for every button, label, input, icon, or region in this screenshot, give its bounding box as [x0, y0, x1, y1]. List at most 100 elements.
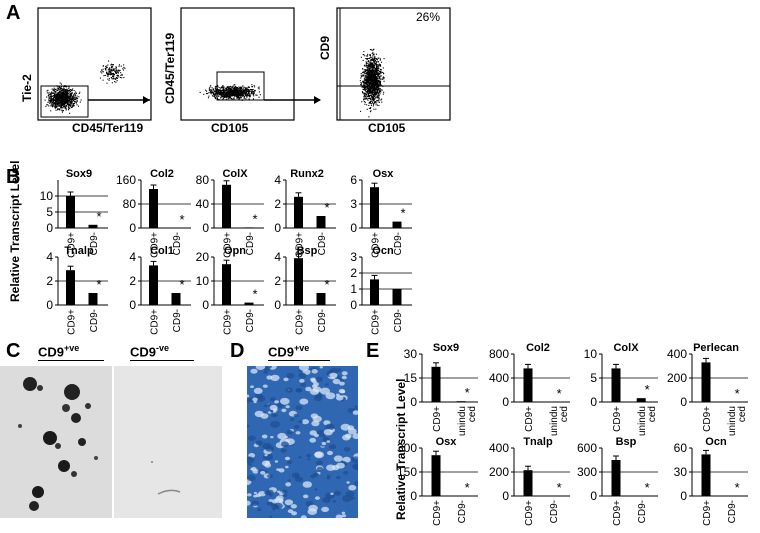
event-dot: [379, 82, 381, 84]
event-dot: [62, 100, 64, 102]
cell-lacuna: [247, 475, 256, 482]
event-dot: [374, 59, 376, 61]
event-dot: [381, 89, 383, 91]
event-dot: [367, 65, 369, 67]
event-dot: [66, 94, 68, 96]
y-tick-label: 400: [489, 441, 509, 455]
significance-star: *: [465, 480, 470, 495]
event-dot: [65, 106, 67, 108]
cell-lacuna: [346, 481, 350, 484]
y-tick-label: 5: [590, 371, 597, 385]
event-dot: [62, 100, 64, 102]
cell-lacuna: [321, 506, 329, 513]
event-dot: [79, 101, 81, 103]
event-dot: [240, 89, 242, 91]
event-dot: [375, 74, 377, 76]
event-dot: [79, 91, 81, 93]
event-dot: [70, 92, 72, 94]
event-dot: [370, 104, 372, 106]
event-dot: [60, 102, 62, 104]
bar-cd9-pos: [523, 368, 533, 402]
event-dot: [255, 94, 257, 96]
cell-lacuna: [341, 511, 346, 515]
event-dot: [119, 76, 121, 78]
event-dot: [371, 97, 373, 99]
event-dot: [376, 64, 378, 66]
event-dot: [214, 90, 216, 92]
event-dot: [377, 74, 379, 76]
event-dot: [78, 96, 80, 98]
event-dot: [115, 68, 117, 70]
event-dot: [67, 98, 69, 100]
event-dot: [68, 87, 70, 89]
event-dot: [51, 88, 53, 90]
event-dot: [113, 78, 115, 80]
event-dot: [379, 83, 381, 85]
event-dot: [113, 77, 115, 79]
event-dot: [65, 96, 67, 98]
cell-lacuna: [262, 453, 273, 461]
event-dot: [366, 58, 368, 60]
cell-lacuna: [335, 475, 341, 480]
event-dot: [61, 107, 63, 109]
y-tick-label: 160: [116, 173, 136, 187]
event-dot: [68, 107, 70, 109]
cell-lacuna: [286, 429, 294, 435]
event-dot: [365, 90, 367, 92]
cell-lacuna: [353, 463, 358, 471]
event-dot: [253, 95, 255, 97]
event-dot: [59, 93, 61, 95]
event-dot: [239, 90, 241, 92]
event-dot: [252, 94, 254, 96]
event-dot: [48, 105, 50, 107]
event-dot: [58, 103, 60, 105]
event-dot: [70, 98, 72, 100]
cell-lacuna: [255, 366, 266, 370]
event-dot: [254, 86, 256, 88]
event-dot: [372, 77, 374, 79]
event-dot: [374, 84, 376, 86]
event-dot: [379, 64, 381, 66]
event-dot: [374, 63, 376, 65]
event-dot: [62, 93, 64, 95]
event-dot: [54, 106, 56, 108]
event-dot: [222, 85, 224, 87]
event-dot: [372, 62, 374, 64]
cell-lacuna: [286, 373, 295, 379]
event-dot: [56, 99, 58, 101]
event-dot: [373, 91, 375, 93]
event-dot: [55, 97, 57, 99]
event-dot: [235, 88, 237, 90]
event-dot: [50, 104, 52, 106]
event-dot: [230, 96, 232, 98]
event-dot: [221, 91, 223, 93]
event-dot: [369, 82, 371, 84]
event-dot: [366, 108, 368, 110]
alcian-blue-stain-image: [247, 366, 358, 518]
event-dot: [234, 84, 236, 86]
cell-lacuna: [247, 456, 255, 464]
event-dot: [64, 103, 66, 105]
event-dot: [72, 98, 74, 100]
event-dot: [58, 92, 60, 94]
event-dot: [374, 67, 376, 69]
event-dot: [369, 49, 371, 51]
cell-lacuna: [338, 388, 346, 394]
cell-lacuna: [275, 495, 284, 501]
bar-cd9-neg: [171, 293, 181, 305]
event-dot: [373, 89, 375, 91]
cell-lacuna: [326, 440, 331, 443]
event-dot: [367, 90, 369, 92]
event-dot: [383, 72, 385, 74]
event-dot: [53, 90, 55, 92]
event-dot: [363, 69, 365, 71]
event-dot: [369, 108, 371, 110]
event-dot: [112, 76, 114, 78]
event-dot: [57, 94, 59, 96]
event-dot: [373, 100, 375, 102]
event-dot: [375, 72, 377, 74]
event-dot: [226, 87, 228, 89]
event-dot: [220, 93, 222, 95]
event-dot: [374, 65, 376, 67]
